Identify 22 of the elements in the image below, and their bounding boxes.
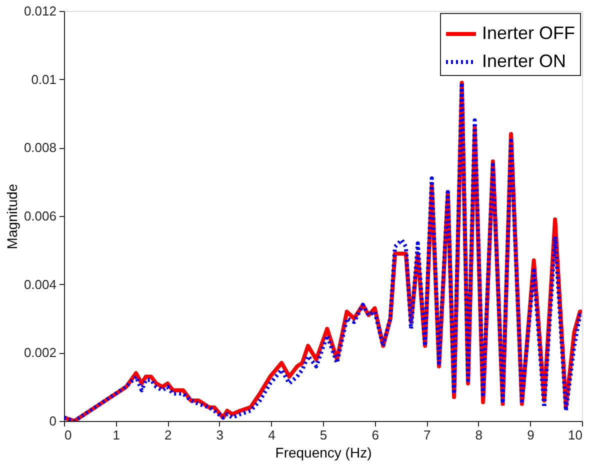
x-tick-label: 0 [64,428,72,442]
x-tick-label: 6 [372,428,379,442]
y-tick-label: 0.012 [24,4,56,18]
x-tick-label: 5 [320,428,328,442]
x-tick-label: 10 [568,428,582,442]
y-tick-label: 0.006 [24,208,56,224]
x-tick-label: 2 [164,428,172,442]
legend-label: Inerter ON [482,51,566,71]
legend-label: Inerter OFF [482,23,576,43]
x-tick-label: 9 [527,428,534,442]
x-tick-label: 7 [423,428,431,442]
x-axis-title: Frequency (Hz) [275,444,372,460]
x-tick-label: 1 [112,428,120,442]
y-tick-label: 0 [49,414,56,428]
x-tick-label: 3 [216,428,224,442]
x-tick-label: 4 [268,428,276,442]
x-tick-label: 8 [475,428,483,442]
y-axis-title: Magnitude [4,184,20,250]
y-tick-label: 0.01 [31,72,56,87]
y-tick-label: 0.008 [24,140,56,156]
y-tick-label: 0.002 [24,345,56,360]
y-tick-label: 0.004 [24,276,56,292]
